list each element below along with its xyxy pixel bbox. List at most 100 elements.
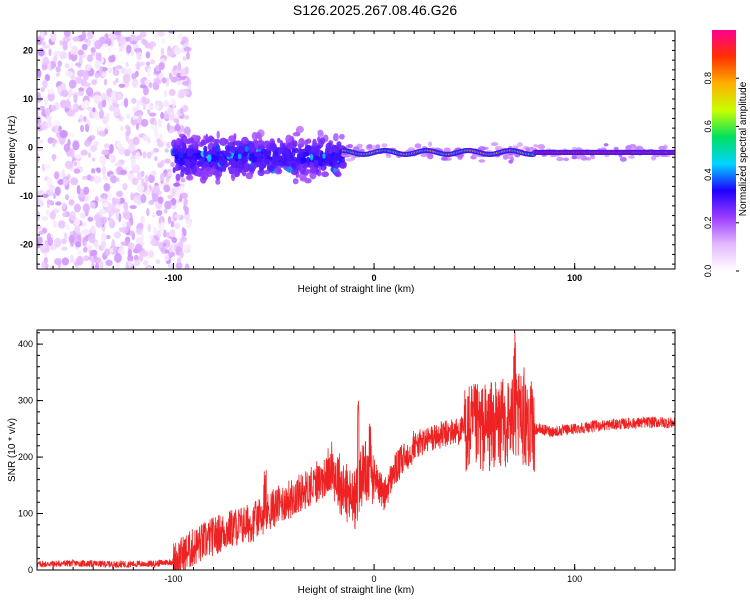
noise-cell	[136, 172, 142, 181]
carrier-cell	[231, 145, 236, 154]
noise-cell	[158, 118, 162, 128]
noise-cell	[73, 161, 78, 166]
noise-cell	[120, 67, 127, 74]
carrier-halo	[516, 142, 524, 148]
noise-cell	[163, 208, 168, 214]
carrier-cell	[292, 140, 298, 147]
snr-ytick-label: 400	[18, 339, 33, 349]
noise-cell	[70, 148, 75, 159]
noise-cell	[158, 62, 165, 70]
noise-cell	[93, 214, 102, 222]
noise-cell	[149, 43, 154, 51]
snr-ytick-label: 300	[18, 396, 33, 406]
noise-cell	[118, 146, 126, 156]
carrier-halo	[414, 143, 422, 149]
carrier-halo	[619, 156, 627, 162]
noise-cell	[55, 66, 61, 73]
spectrogram-ytick-label: -20	[20, 240, 33, 250]
noise-cell	[174, 124, 181, 132]
snr-ytick-label: 100	[18, 509, 33, 519]
noise-cell	[95, 262, 100, 269]
carrier-halo	[375, 144, 381, 149]
noise-cell	[126, 125, 131, 136]
carrier-halo	[533, 144, 538, 148]
noise-cell	[106, 234, 111, 240]
noise-cell	[122, 220, 128, 228]
noise-cell	[124, 148, 131, 157]
snr-panel: -100 0 100 0 100 200 300 400 Height of straight…	[7, 329, 676, 596]
noise-cell	[83, 116, 87, 122]
snr-ytick-label: 200	[18, 452, 33, 462]
noise-cell	[175, 261, 183, 269]
noise-cell	[171, 237, 178, 244]
noise-cell	[154, 104, 160, 110]
noise-cell	[184, 263, 190, 269]
noise-cell	[61, 257, 70, 266]
noise-cell	[164, 158, 171, 164]
carrier-cell	[194, 152, 201, 158]
carrier-halo	[345, 158, 354, 162]
noise-cell	[168, 113, 176, 121]
carrier-cell	[215, 179, 221, 185]
carrier-cell	[241, 136, 249, 145]
noise-cell	[167, 263, 175, 269]
noise-cell	[108, 152, 114, 162]
noise-cell	[62, 202, 66, 211]
carrier-cell	[198, 157, 205, 165]
carrier-cell	[173, 182, 181, 187]
noise-cell	[82, 203, 90, 213]
noise-cell	[100, 93, 108, 103]
carrier-cell	[180, 165, 186, 172]
noise-cell	[52, 220, 58, 229]
noise-cell	[183, 46, 192, 52]
carrier-cell	[209, 161, 217, 167]
carrier-cell	[318, 159, 324, 167]
noise-cell	[83, 246, 88, 253]
carrier-cell	[219, 137, 228, 146]
noise-cell	[68, 199, 75, 206]
carrier-cell	[213, 142, 217, 148]
noise-cell	[166, 50, 174, 57]
noise-cell	[135, 62, 141, 70]
noise-cell	[91, 79, 98, 86]
noise-cell	[37, 142, 40, 148]
noise-cell	[170, 98, 175, 104]
noise-cell	[160, 221, 164, 230]
noise-cell	[72, 36, 81, 42]
noise-cell	[177, 257, 182, 264]
carrier-cell	[339, 162, 347, 169]
noise-cell	[127, 242, 135, 250]
noise-cell	[59, 51, 68, 60]
noise-cell	[176, 72, 181, 79]
carrier-cell	[279, 139, 284, 147]
noise-cell	[179, 239, 184, 249]
carrier-cell	[267, 149, 271, 158]
noise-cell	[140, 194, 147, 204]
noise-cell	[86, 54, 94, 63]
carrier-halo	[629, 144, 637, 149]
carrier-halo	[628, 155, 635, 159]
noise-cell	[113, 31, 122, 36]
noise-cell	[175, 118, 180, 126]
noise-cell	[166, 122, 171, 132]
noise-cell	[132, 136, 140, 146]
noise-cell	[107, 216, 111, 221]
carrier-cell	[302, 162, 309, 169]
noise-cell	[182, 80, 190, 86]
noise-cell	[115, 261, 121, 269]
noise-cell	[37, 147, 44, 152]
noise-cell	[80, 124, 84, 133]
noise-cell	[99, 65, 103, 76]
carrier-cell	[292, 131, 301, 137]
noise-cell	[37, 69, 42, 78]
noise-cell	[110, 175, 118, 184]
carrier-cell	[310, 153, 314, 161]
noise-cell	[129, 40, 137, 45]
noise-cell	[168, 244, 173, 253]
carrier-cell	[296, 125, 304, 134]
carrier-halo	[356, 143, 363, 148]
noise-cell	[73, 203, 81, 213]
